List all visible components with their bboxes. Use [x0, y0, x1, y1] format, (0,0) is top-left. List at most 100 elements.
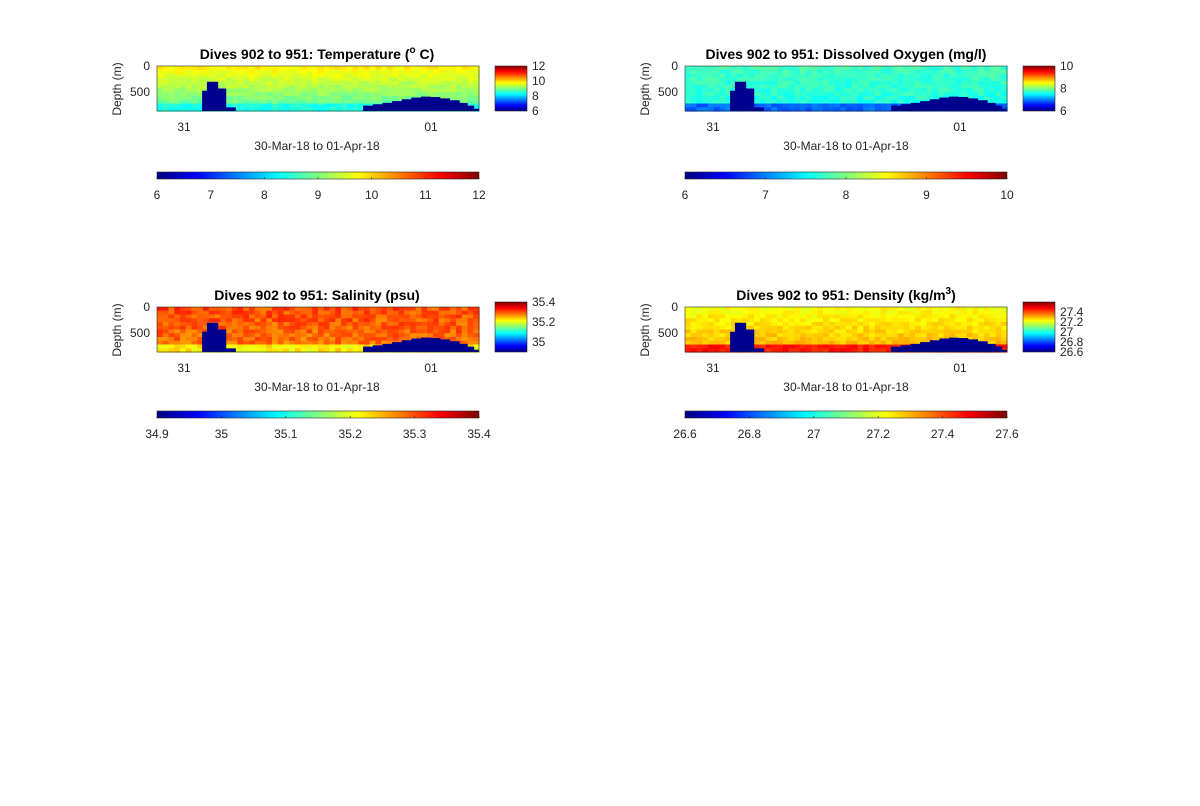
heatmap-cell [283, 333, 290, 338]
heatmap-cell [800, 337, 807, 342]
heatmap-cell [180, 96, 187, 101]
heatmap-cell [433, 322, 440, 327]
heatmap-cell [846, 103, 853, 108]
heatmap-cell [197, 344, 204, 349]
panel-dissolved-oxygen: Dives 902 to 951: Dissolved Oxygen (mg/l… [638, 46, 1074, 202]
heatmap-cell [1001, 92, 1008, 97]
heatmap-cell [260, 322, 267, 327]
heatmap-cell [782, 107, 790, 112]
heatmap-cell [840, 340, 847, 346]
heatmap-cell [438, 310, 446, 316]
heatmap-cell [329, 329, 336, 334]
heatmap-cell [915, 325, 922, 331]
heatmap-cell [777, 325, 784, 331]
heatmap-cell [765, 340, 772, 346]
heatmap-cell [915, 337, 922, 342]
heatmap-cell [857, 348, 864, 353]
heatmap-cell [932, 307, 939, 312]
heatmap-cell [800, 333, 807, 338]
heatmap-cell [450, 322, 457, 327]
heatmap-cell [696, 329, 703, 334]
heatmap-cell [817, 69, 824, 75]
heatmap-cell [690, 69, 698, 75]
heatmap-cell [828, 107, 836, 112]
heatmap-cell [335, 81, 342, 86]
heatmap-cell [260, 73, 267, 78]
heatmap-cell [249, 77, 256, 82]
heatmap-cell [759, 325, 767, 331]
heatmap-cell [243, 344, 250, 349]
heatmap-cell [341, 348, 348, 353]
heatmap-cell [162, 107, 170, 112]
heatmap-cell [909, 92, 916, 97]
heatmap-cell [185, 340, 193, 346]
heatmap-cell [886, 314, 893, 319]
heatmap-cell [174, 348, 181, 353]
heatmap-cell [851, 81, 859, 86]
heatmap-cell [805, 92, 813, 97]
heatmap-cell [863, 325, 870, 331]
heatmap-cell [713, 348, 721, 353]
heatmap-cell [323, 73, 331, 78]
heatmap-cell [358, 81, 365, 86]
heatmap-cell [323, 77, 331, 82]
heatmap-cell [685, 348, 692, 353]
heatmap-cell [358, 77, 365, 82]
heatmap-cell [329, 340, 336, 346]
heatmap-cell [381, 99, 388, 105]
heatmap-cell [972, 318, 979, 323]
heatmap-cell [467, 99, 474, 105]
heatmap-cell [283, 348, 290, 353]
heatmap-cell [352, 84, 359, 90]
heatmap-cell [157, 103, 164, 108]
heatmap-cell [300, 88, 308, 93]
heatmap-cell [272, 314, 279, 319]
heatmap-cell [404, 66, 411, 71]
heatmap-cell [197, 99, 204, 105]
heatmap-cell [949, 77, 956, 82]
heatmap-cell [863, 348, 870, 353]
heatmap-cell [846, 318, 853, 323]
heatmap-cell [254, 88, 262, 93]
heatmap-cell [874, 96, 882, 101]
heatmap-cell [817, 96, 824, 101]
heatmap-cell [966, 81, 974, 86]
heatmap-cell [375, 66, 382, 71]
heatmap-cell [180, 107, 187, 112]
heatmap-cell [467, 81, 474, 86]
heatmap-cell [702, 84, 709, 90]
heatmap-cell [249, 329, 256, 334]
heatmap-cell [444, 84, 451, 90]
heatmap-cell [358, 84, 365, 90]
heatmap-cell [805, 340, 813, 346]
heatmap-cell [197, 307, 204, 312]
heatmap-cell [685, 337, 692, 342]
heatmap-cell [226, 318, 233, 323]
heatmap-cell [880, 99, 887, 105]
heatmap-cell [874, 99, 882, 105]
heatmap-cell [392, 92, 400, 97]
heatmap-cell [765, 310, 772, 316]
heatmap-cell [828, 318, 836, 323]
heatmap-cell [828, 103, 836, 108]
heatmap-cell [231, 318, 239, 323]
heatmap-cell [392, 318, 400, 323]
heatmap-cell [364, 310, 371, 316]
colorbar-tick-label: 35.3 [403, 427, 427, 441]
heatmap-cell [415, 92, 423, 97]
heatmap-cell [387, 84, 394, 90]
heatmap-cell [938, 329, 945, 334]
heatmap-cell [341, 96, 348, 101]
heatmap-cell [346, 107, 354, 112]
heatmap-cell [289, 322, 296, 327]
heatmap-cell [995, 318, 1002, 323]
heatmap-cell [696, 73, 703, 78]
heatmap-cell [794, 103, 801, 108]
heatmap-cell [346, 322, 354, 327]
heatmap-cell [949, 307, 956, 312]
heatmap-cell [415, 310, 423, 316]
heatmap-cell [174, 99, 181, 105]
heatmap-cell [180, 348, 187, 353]
heatmap-cell [260, 310, 267, 316]
